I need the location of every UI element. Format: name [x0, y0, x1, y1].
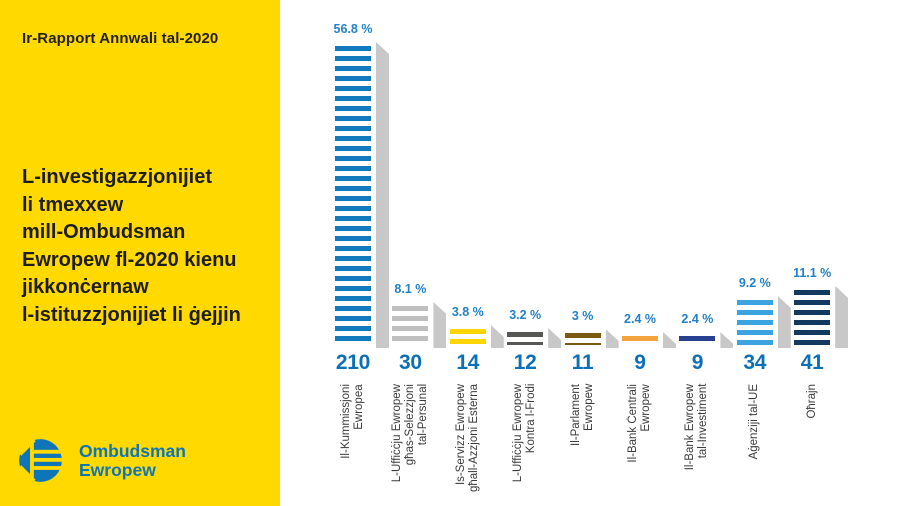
value-label: 41	[800, 351, 824, 374]
value-label: 9	[691, 351, 704, 374]
bar-column: 11.1 % 41 Oħrajn	[789, 0, 849, 506]
x-axis-label-wrap: Il-Bank Ewropew tal-Investiment	[674, 384, 720, 506]
bar-shadow-face	[433, 302, 447, 348]
bar-column: 56.8 % 210 Il-Kummissjoni Ewropea	[330, 0, 389, 506]
ombudsman-logo-icon	[17, 437, 64, 484]
bar-chart: 56.8 % 210 Il-Kummissjoni Ewropea 8.1 % …	[280, 0, 900, 506]
bar-plot-area: 3 %	[560, 0, 619, 348]
x-axis-label: Il-Bank Ċentrali Ewropew	[627, 384, 652, 463]
x-axis-label: Aġenziji tal-UE	[748, 384, 761, 460]
bar	[560, 329, 619, 348]
bar	[502, 328, 562, 348]
bar-plot-area: 3.2 %	[502, 0, 562, 348]
bar-shadow-face	[777, 296, 791, 348]
x-axis-label-wrap: Oħrajn	[789, 384, 835, 506]
percent-label: 11.1 %	[793, 266, 832, 280]
x-axis-label: L-Uffiċċju Ewropew għas-Selezzjoni tal-P…	[390, 384, 429, 483]
bar-plot-area: 8.1 %	[387, 0, 447, 348]
value-label: 12	[513, 351, 537, 374]
bar	[674, 332, 734, 348]
x-axis-label: Il-Bank Ewropew tal-Investiment	[684, 384, 710, 471]
value-label: 210	[335, 351, 371, 374]
percent-label: 2.4 %	[681, 312, 714, 326]
x-axis-label-wrap: Il-Kummissjoni Ewropea	[330, 384, 376, 506]
value-label: 34	[743, 351, 767, 374]
percent-label: 8.1 %	[394, 282, 427, 296]
bar-shadow-face	[835, 286, 849, 348]
bar-plot-area: 3.8 %	[445, 0, 504, 348]
x-axis-label-wrap: Il-Parlament Ewropew	[560, 384, 606, 506]
bar	[789, 286, 849, 348]
value-label: 9	[634, 351, 646, 374]
bar-column: 3 % 11 Il-Parlament Ewropew	[560, 0, 619, 506]
bar-column: 2.4 % 9 Il-Bank Ewropew tal-Investiment	[674, 0, 734, 506]
ombudsman-logo: Ombudsman Ewropew	[17, 437, 186, 484]
percent-label: 3.8 %	[451, 305, 484, 319]
percent-label: 56.8 %	[333, 22, 373, 36]
report-title: Ir-Rapport Annwali tal-2020	[22, 30, 219, 47]
x-axis-label: Oħrajn	[805, 384, 818, 419]
value-label: 30	[399, 351, 422, 374]
bar-column: 3.8 % 14 Is-Servizz Ewropew għall-Azzjon…	[445, 0, 504, 506]
bar	[330, 42, 389, 348]
percent-label: 3.2 %	[509, 308, 542, 322]
x-axis-label-wrap: L-Uffiċċju Ewropew għas-Selezzjoni tal-P…	[387, 384, 433, 506]
bar-plot-area: 11.1 %	[789, 0, 849, 348]
x-axis-label-wrap: Il-Bank Ċentrali Ewropew	[617, 384, 663, 506]
chart-title: L-investigazzjonijiet li tmexxew mill-Om…	[22, 166, 241, 326]
x-axis-label: L-Uffiċċju Ewropew Kontra l-Frodi	[512, 384, 538, 483]
bar	[732, 296, 791, 348]
value-label: 14	[456, 351, 480, 374]
x-axis-label-wrap: Is-Servizz Ewropew għall-Azzjoni Esterna	[445, 384, 491, 506]
bar-plot-area: 56.8 %	[330, 0, 389, 348]
bar-plot-area: 2.4 %	[674, 0, 734, 348]
bar	[387, 302, 447, 348]
percent-label: 3 %	[571, 309, 594, 323]
bar-shadow-face	[376, 42, 389, 348]
bar-column: 3.2 % 12 L-Uffiċċju Ewropew Kontra l-Fro…	[502, 0, 562, 506]
x-axis-label-wrap: L-Uffiċċju Ewropew Kontra l-Frodi	[502, 384, 548, 506]
percent-label: 2.4 %	[624, 312, 656, 326]
bar-column: 8.1 % 30 L-Uffiċċju Ewropew għas-Selezzj…	[387, 0, 447, 506]
bar-column: 2.4 % 9 Il-Bank Ċentrali Ewropew	[617, 0, 676, 506]
x-axis-label: Il-Parlament Ewropew	[569, 384, 595, 446]
bar-plot-area: 2.4 %	[617, 0, 676, 348]
value-label: 11	[571, 351, 594, 374]
sidebar: Ir-Rapport Annwali tal-2020 L-investigaz…	[0, 0, 280, 506]
x-axis-label: Il-Kummissjoni Ewropea	[340, 384, 365, 459]
bar-column: 9.2 % 34 Aġenziji tal-UE	[732, 0, 791, 506]
bar-plot-area: 9.2 %	[732, 0, 791, 348]
percent-label: 9.2 %	[738, 276, 771, 290]
x-axis-label: Is-Servizz Ewropew għall-Azzjoni Esterna	[454, 384, 480, 493]
ombudsman-logo-text: Ombudsman Ewropew	[79, 440, 186, 480]
bar	[617, 332, 676, 348]
bar	[445, 325, 504, 348]
x-axis-label-wrap: Aġenziji tal-UE	[732, 384, 778, 506]
